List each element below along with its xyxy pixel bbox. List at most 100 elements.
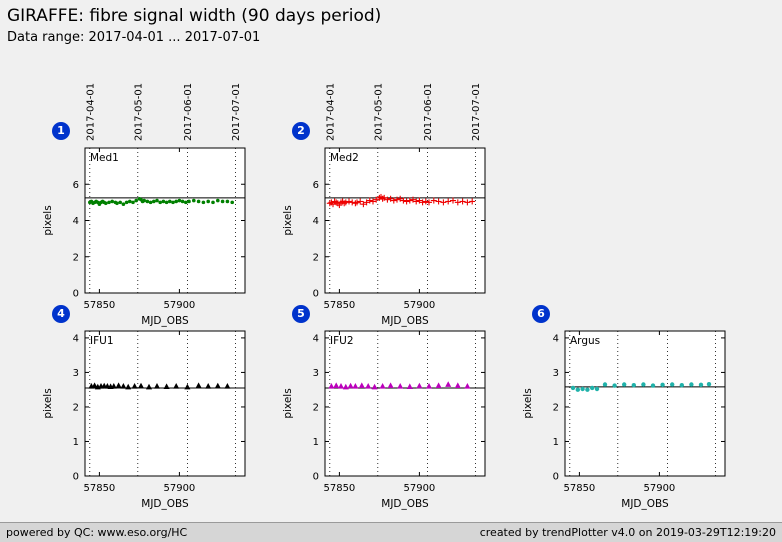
data-point [180,199,185,204]
plot-canvas: 0 2 4 6 57850 57900 Med2 MJD_OBS pixels 2017-04-0… [282,83,486,327]
data-point [358,382,365,388]
plot-1: 1 0 2 4 6 57850 57900 Med1 MJD_OBS pixels 2017-04-… [30,73,259,337]
y-tick-label: 1 [73,437,79,448]
y-tick-label: 6 [313,180,319,191]
plot-4: 4 0 1 2 3 4 57850 57900 IFU1 MJD_OBS pixels [30,256,259,520]
y-tick-label: 1 [313,437,319,448]
data-point [187,199,191,204]
top-date-label: 2017-05-01 [133,83,144,141]
data-point [670,382,675,387]
y-tick-label: 0 [313,472,319,483]
plot-frame [564,330,726,477]
data-point [131,383,138,389]
plot-frame [84,330,246,477]
data-point [201,200,206,205]
data-point [184,383,191,390]
y-tick-label: 2 [73,252,79,263]
y-tick-label: 0 [73,289,79,300]
data-point [104,201,108,206]
data-point [152,199,156,204]
y-tick-label: 4 [73,333,79,344]
data-point [660,382,665,388]
data-point [196,199,201,204]
x-axis-label: MJD_OBS [381,315,429,327]
series-label: Med2 [330,152,359,164]
date-range: Data range: 2017-04-01 ... 2017-07-01 [7,30,261,45]
data-point [125,383,132,390]
top-date-label: 2017-07-01 [231,83,242,141]
x-axis-label: MJD_OBS [621,498,669,510]
top-date-label: 2017-04-01 [85,83,96,141]
data-point [128,199,132,204]
data-point [177,198,182,203]
y-tick-label: 2 [313,252,319,263]
plot-number-badge: 4 [52,305,70,323]
top-date-label: 2017-06-01 [423,83,434,141]
x-tick-label: 57850 [83,300,115,311]
y-axis-label: pixels [42,388,54,418]
data-point [184,200,188,205]
data-point [138,382,144,389]
data-point [120,383,127,389]
data-point [379,383,386,389]
data-point [206,199,210,204]
data-point [195,382,202,388]
y-tick-label: 4 [313,216,319,227]
data-point [171,200,175,205]
data-point [602,382,608,387]
data-point [689,382,694,387]
data-point [580,386,585,392]
data-point [464,383,471,389]
y-axis-label: pixels [42,205,54,235]
plot-canvas: 0 1 2 3 4 57850 57900 Argus MJD_OBS pixels [522,330,726,510]
data-point [706,381,712,387]
data-point [163,383,170,389]
data-point [174,199,178,204]
data-point [590,385,595,391]
data-point [371,383,378,390]
data-point [192,198,196,203]
data-point [698,382,704,388]
data-point [224,383,231,389]
y-tick-label: 1 [553,437,559,448]
data-point [154,383,160,389]
page-title: GIRAFFE: fibre signal width (90 days per… [7,6,382,26]
data-point [352,383,359,389]
plot-number-badge: 1 [52,122,70,140]
plot-frame [324,147,486,294]
data-point [115,201,119,206]
y-tick-label: 6 [73,180,79,191]
data-point [445,381,452,387]
data-point [220,199,225,204]
y-tick-label: 4 [73,216,79,227]
data-point [575,387,580,392]
plot-number-badge: 6 [532,305,550,323]
data-point [387,382,394,388]
data-point [230,200,234,205]
y-tick-label: 2 [553,402,559,413]
data-point [570,385,576,391]
data-point [650,383,656,388]
plot-canvas: 0 1 2 3 4 57850 57900 IFU1 MJD_OBS pixels [42,330,246,510]
data-point [110,383,117,389]
top-date-label: 2017-07-01 [471,83,482,141]
top-date-label: 2017-05-01 [373,83,384,141]
data-point [148,200,153,205]
footer-right: created by trendPlotter v4.0 on 2019-03-… [479,526,776,539]
data-point [115,382,122,388]
y-axis-label: pixels [522,388,534,418]
x-tick-label: 57900 [163,483,195,494]
data-point [145,199,150,204]
y-tick-label: 3 [553,368,559,379]
plot-2: 2 0 2 4 6 57850 57900 Med2 MJD_OBS pixels 2017-04-… [270,73,499,337]
data-point [328,383,335,389]
data-point [641,382,646,387]
data-point [161,199,166,204]
data-point [397,383,404,389]
plot-canvas: 0 1 2 3 4 57850 57900 IFU2 MJD_OBS pixels [282,330,486,510]
series-label: IFU2 [330,335,354,347]
data-point [416,382,423,389]
plot-canvas: 0 2 4 6 57850 57900 Med1 MJD_OBS pixels 2017-04-0… [42,83,246,327]
top-date-label: 2017-06-01 [183,83,194,141]
data-point [216,198,220,203]
